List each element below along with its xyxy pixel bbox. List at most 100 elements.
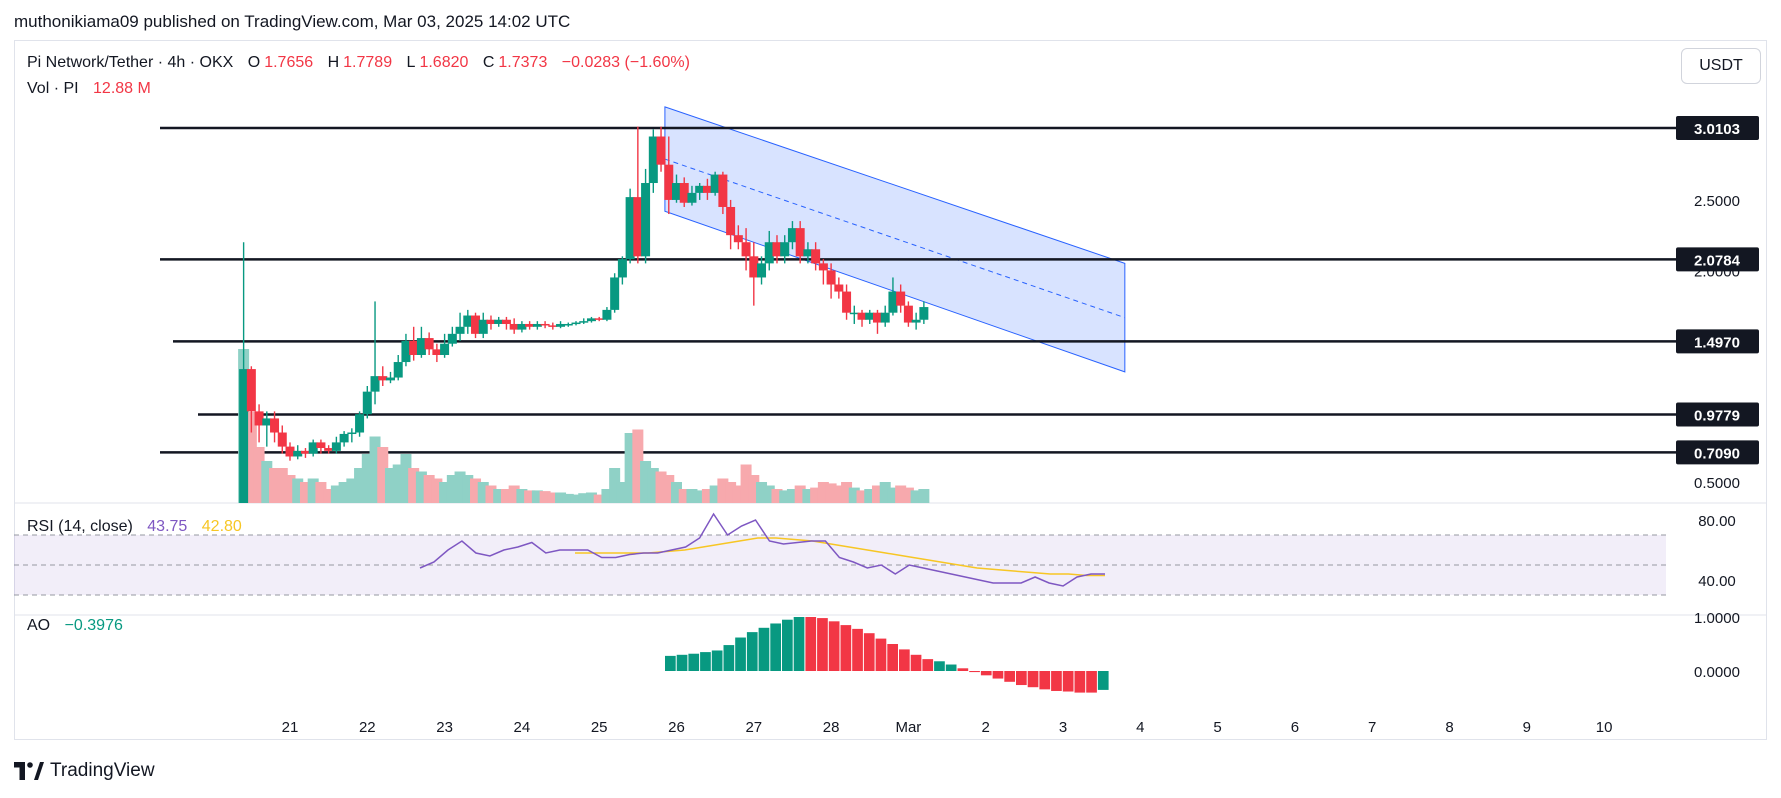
volume-bar	[748, 475, 760, 503]
volume-bar	[276, 468, 288, 503]
rsi-label[interactable]: RSI (14, close)	[27, 518, 133, 535]
volume-bar	[756, 482, 768, 503]
candle-body	[471, 315, 481, 334]
published-by-header: muthonikiama09 published on TradingView.…	[14, 12, 571, 31]
candle-body	[532, 323, 542, 327]
candle-body	[393, 362, 403, 378]
volume-bar	[299, 482, 311, 503]
volume-bar	[245, 412, 257, 503]
ao-bar	[887, 644, 898, 671]
time-axis-label: 8	[1445, 719, 1453, 736]
ao-bar	[711, 650, 723, 671]
volume-bar	[315, 482, 327, 503]
volume-bar	[369, 436, 381, 503]
candle-body	[385, 377, 395, 381]
volume-bar	[547, 492, 559, 503]
volume-bar	[470, 478, 482, 503]
high-label: H	[327, 54, 340, 71]
volume-bar	[408, 468, 420, 503]
volume-bar	[647, 468, 659, 503]
candle-body	[672, 183, 681, 200]
volume-bar	[794, 485, 806, 503]
volume-bar	[269, 468, 281, 503]
volume-bar	[616, 482, 628, 503]
ao-bar	[1086, 671, 1097, 693]
volume-label[interactable]: Vol · PI	[27, 80, 79, 97]
time-axis-label: 5	[1213, 719, 1221, 736]
volume-bar	[485, 485, 497, 503]
time-axis-label: 22	[359, 719, 376, 736]
volume-bar	[655, 471, 667, 503]
level-price-tag	[1676, 116, 1759, 140]
candle-body	[880, 312, 890, 323]
channel-midline	[664, 158, 1126, 319]
candle-body	[324, 448, 334, 451]
time-axis-label: 26	[668, 719, 685, 736]
volume-bar	[848, 487, 860, 503]
candle-body	[726, 206, 736, 236]
time-axis-label: 10	[1596, 719, 1613, 736]
volume-bar	[640, 461, 652, 503]
candle-body	[888, 291, 898, 313]
volume-bar	[253, 447, 265, 503]
ao-bar	[1039, 671, 1051, 690]
low-label: L	[406, 54, 416, 71]
volume-bar	[562, 493, 574, 503]
candle-body	[254, 411, 264, 426]
volume-bar	[446, 475, 458, 503]
price-axis-label: 0.5000	[1694, 475, 1740, 492]
level-price-label: 1.4970	[1694, 334, 1740, 351]
volume-value: 12.88 M	[93, 80, 151, 97]
volume-bar	[879, 482, 891, 503]
candle-body	[548, 325, 558, 327]
candle-body	[316, 442, 326, 449]
volume-bar	[531, 490, 543, 503]
rsi-axis-label: 80.00	[1698, 513, 1736, 530]
time-axis-label: 3	[1059, 719, 1067, 736]
ao-bar	[782, 619, 793, 671]
candle-body	[602, 309, 612, 320]
candle-body	[749, 256, 759, 278]
level-price-tag	[1676, 402, 1759, 427]
volume-bar	[624, 433, 636, 503]
symbol-title[interactable]: Pi Network/Tether · 4h · OKX	[27, 54, 234, 71]
tradingview-brand[interactable]: TradingView	[14, 760, 155, 782]
volume-bar	[740, 464, 752, 503]
rsi-axis-label: 40.00	[1698, 573, 1736, 590]
volume-bar	[377, 447, 389, 503]
volume-bar	[678, 489, 690, 503]
volume-bar	[462, 475, 474, 503]
candle-body	[339, 433, 349, 443]
volume-bar	[694, 490, 706, 503]
volume-bar	[686, 489, 698, 503]
time-axis-label: 23	[436, 719, 453, 736]
rsi-line	[419, 512, 1105, 587]
chart-frame	[14, 40, 1767, 740]
ao-bar	[969, 671, 980, 673]
high-value: 1.7789	[343, 54, 393, 71]
close-label: C	[482, 54, 495, 71]
volume-bar	[307, 478, 319, 503]
candle-body	[239, 369, 249, 503]
ao-bar	[840, 625, 852, 671]
ao-bar	[828, 621, 840, 671]
candle-body	[757, 263, 767, 278]
candle-body	[741, 242, 751, 257]
currency-button[interactable]: USDT	[1681, 48, 1761, 84]
volume-bar	[895, 485, 907, 503]
volume-bar	[400, 454, 412, 503]
candle-body	[447, 333, 457, 344]
ao-label[interactable]: AO	[27, 617, 51, 634]
candle-body	[331, 442, 341, 451]
ao-bar	[992, 671, 1004, 679]
candle-body	[300, 450, 310, 454]
candle-body	[857, 312, 867, 320]
volume-bar	[415, 471, 427, 503]
ao-bar	[735, 637, 746, 671]
volume-bar	[732, 485, 744, 503]
volume-bar	[454, 471, 466, 503]
volume-bar	[779, 490, 791, 503]
candle-body	[610, 277, 620, 310]
volume-bar	[354, 468, 366, 503]
